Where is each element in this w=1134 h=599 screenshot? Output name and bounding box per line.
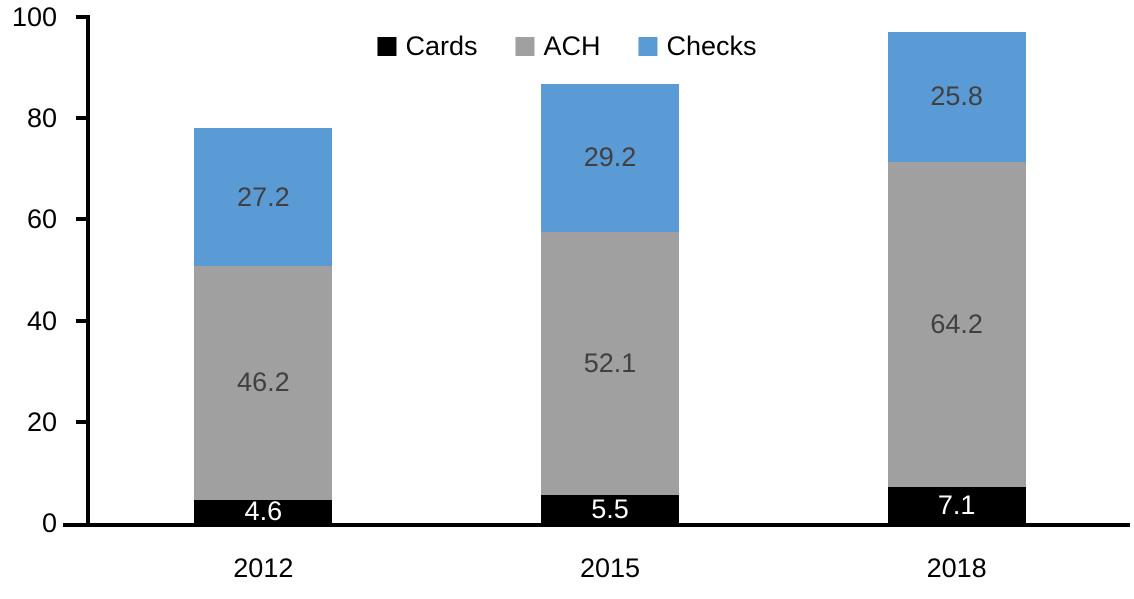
value-label-checks-2015: 29.2 xyxy=(583,142,637,173)
y-tick-mark-80 xyxy=(76,116,90,121)
y-tick-label-60: 60 xyxy=(26,204,57,235)
x-axis-line xyxy=(63,523,1130,527)
y-tick-label-20: 20 xyxy=(26,406,57,437)
y-tick-mark-60 xyxy=(76,217,90,222)
bar-2012-segment-checks: 27.2 xyxy=(194,128,333,266)
y-tick-mark-100 xyxy=(76,15,90,19)
value-label-ach-2012: 46.2 xyxy=(237,367,290,398)
y-tick-mark-20 xyxy=(76,419,90,424)
bar-2015-segment-ach: 52.1 xyxy=(541,231,679,496)
bar-2018-segment-checks: 25.8 xyxy=(887,31,1026,163)
legend-label: Checks xyxy=(666,31,757,61)
value-label-cards-2015: 5.5 xyxy=(591,493,629,524)
legend-label: Cards xyxy=(405,31,478,61)
bar-2018-segment-ach: 64.2 xyxy=(887,162,1026,488)
y-axis-line xyxy=(86,17,90,527)
bar-2012-segment-ach: 46.2 xyxy=(194,265,333,500)
legend-item-checks: Checks xyxy=(638,31,757,61)
y-tick-label-40: 40 xyxy=(26,305,57,336)
chart-legend: Cards ACH Checks xyxy=(377,31,757,61)
legend-item-ach: ACH xyxy=(515,31,601,61)
y-tick-label-100: 100 xyxy=(11,2,57,32)
value-label-cards-2018: 7.1 xyxy=(937,489,976,520)
value-label-cards-2012: 4.6 xyxy=(244,495,283,526)
legend-label: ACH xyxy=(543,31,601,61)
legend-item-cards: Cards xyxy=(377,31,477,61)
x-axis-label-2015: 2015 xyxy=(579,553,641,583)
bar-2015-segment-checks: 29.2 xyxy=(541,83,679,232)
x-axis-label-2018: 2018 xyxy=(926,553,987,583)
y-tick-mark-40 xyxy=(76,318,90,323)
legend-swatch-ach xyxy=(515,36,535,56)
legend-swatch-checks xyxy=(638,36,658,56)
legend-swatch-cards xyxy=(377,36,397,56)
value-label-ach-2015: 52.1 xyxy=(583,347,637,378)
bar-2012-segment-cards: 4.6 xyxy=(194,495,333,526)
bar-2018-segment-cards: 7.1 xyxy=(887,487,1026,523)
value-label-checks-2012: 27.2 xyxy=(237,181,290,212)
value-label-ach-2018: 64.2 xyxy=(930,309,983,340)
x-axis-label-2012: 2012 xyxy=(233,553,294,583)
bar-2015-segment-cards: 5.5 xyxy=(541,495,679,523)
y-tick-label-80: 80 xyxy=(26,103,57,134)
y-tick-label-0: 0 xyxy=(41,508,57,538)
value-label-checks-2018: 25.8 xyxy=(930,81,983,112)
